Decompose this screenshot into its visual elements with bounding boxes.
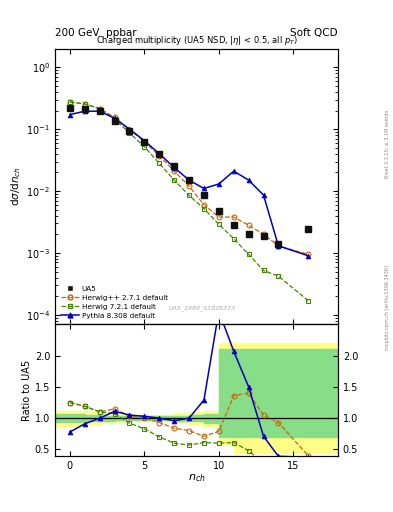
X-axis label: $n_{ch}$: $n_{ch}$ <box>187 472 206 484</box>
Text: mcplots.cern.ch [arXiv:1306.3436]: mcplots.cern.ch [arXiv:1306.3436] <box>385 265 389 350</box>
Legend: UA5, Herwig++ 2.7.1 default, Herwig 7.2.1 default, Pythia 8.308 default: UA5, Herwig++ 2.7.1 default, Herwig 7.2.… <box>59 283 170 321</box>
Y-axis label: d$\sigma$/d$n_{ch}$: d$\sigma$/d$n_{ch}$ <box>9 166 23 206</box>
Text: Rivet 3.1.10; ≥ 3.1M events: Rivet 3.1.10; ≥ 3.1M events <box>385 109 389 178</box>
Text: UA5_1989_S1926373: UA5_1989_S1926373 <box>169 305 236 311</box>
Text: 200 GeV  ppbar: 200 GeV ppbar <box>55 28 137 38</box>
Text: Soft QCD: Soft QCD <box>290 28 338 38</box>
Y-axis label: Ratio to UA5: Ratio to UA5 <box>22 359 32 420</box>
Title: Charged multiplicity (UA5 NSD, $|\eta|$ < 0.5, all $p_T$): Charged multiplicity (UA5 NSD, $|\eta|$ … <box>95 34 298 47</box>
